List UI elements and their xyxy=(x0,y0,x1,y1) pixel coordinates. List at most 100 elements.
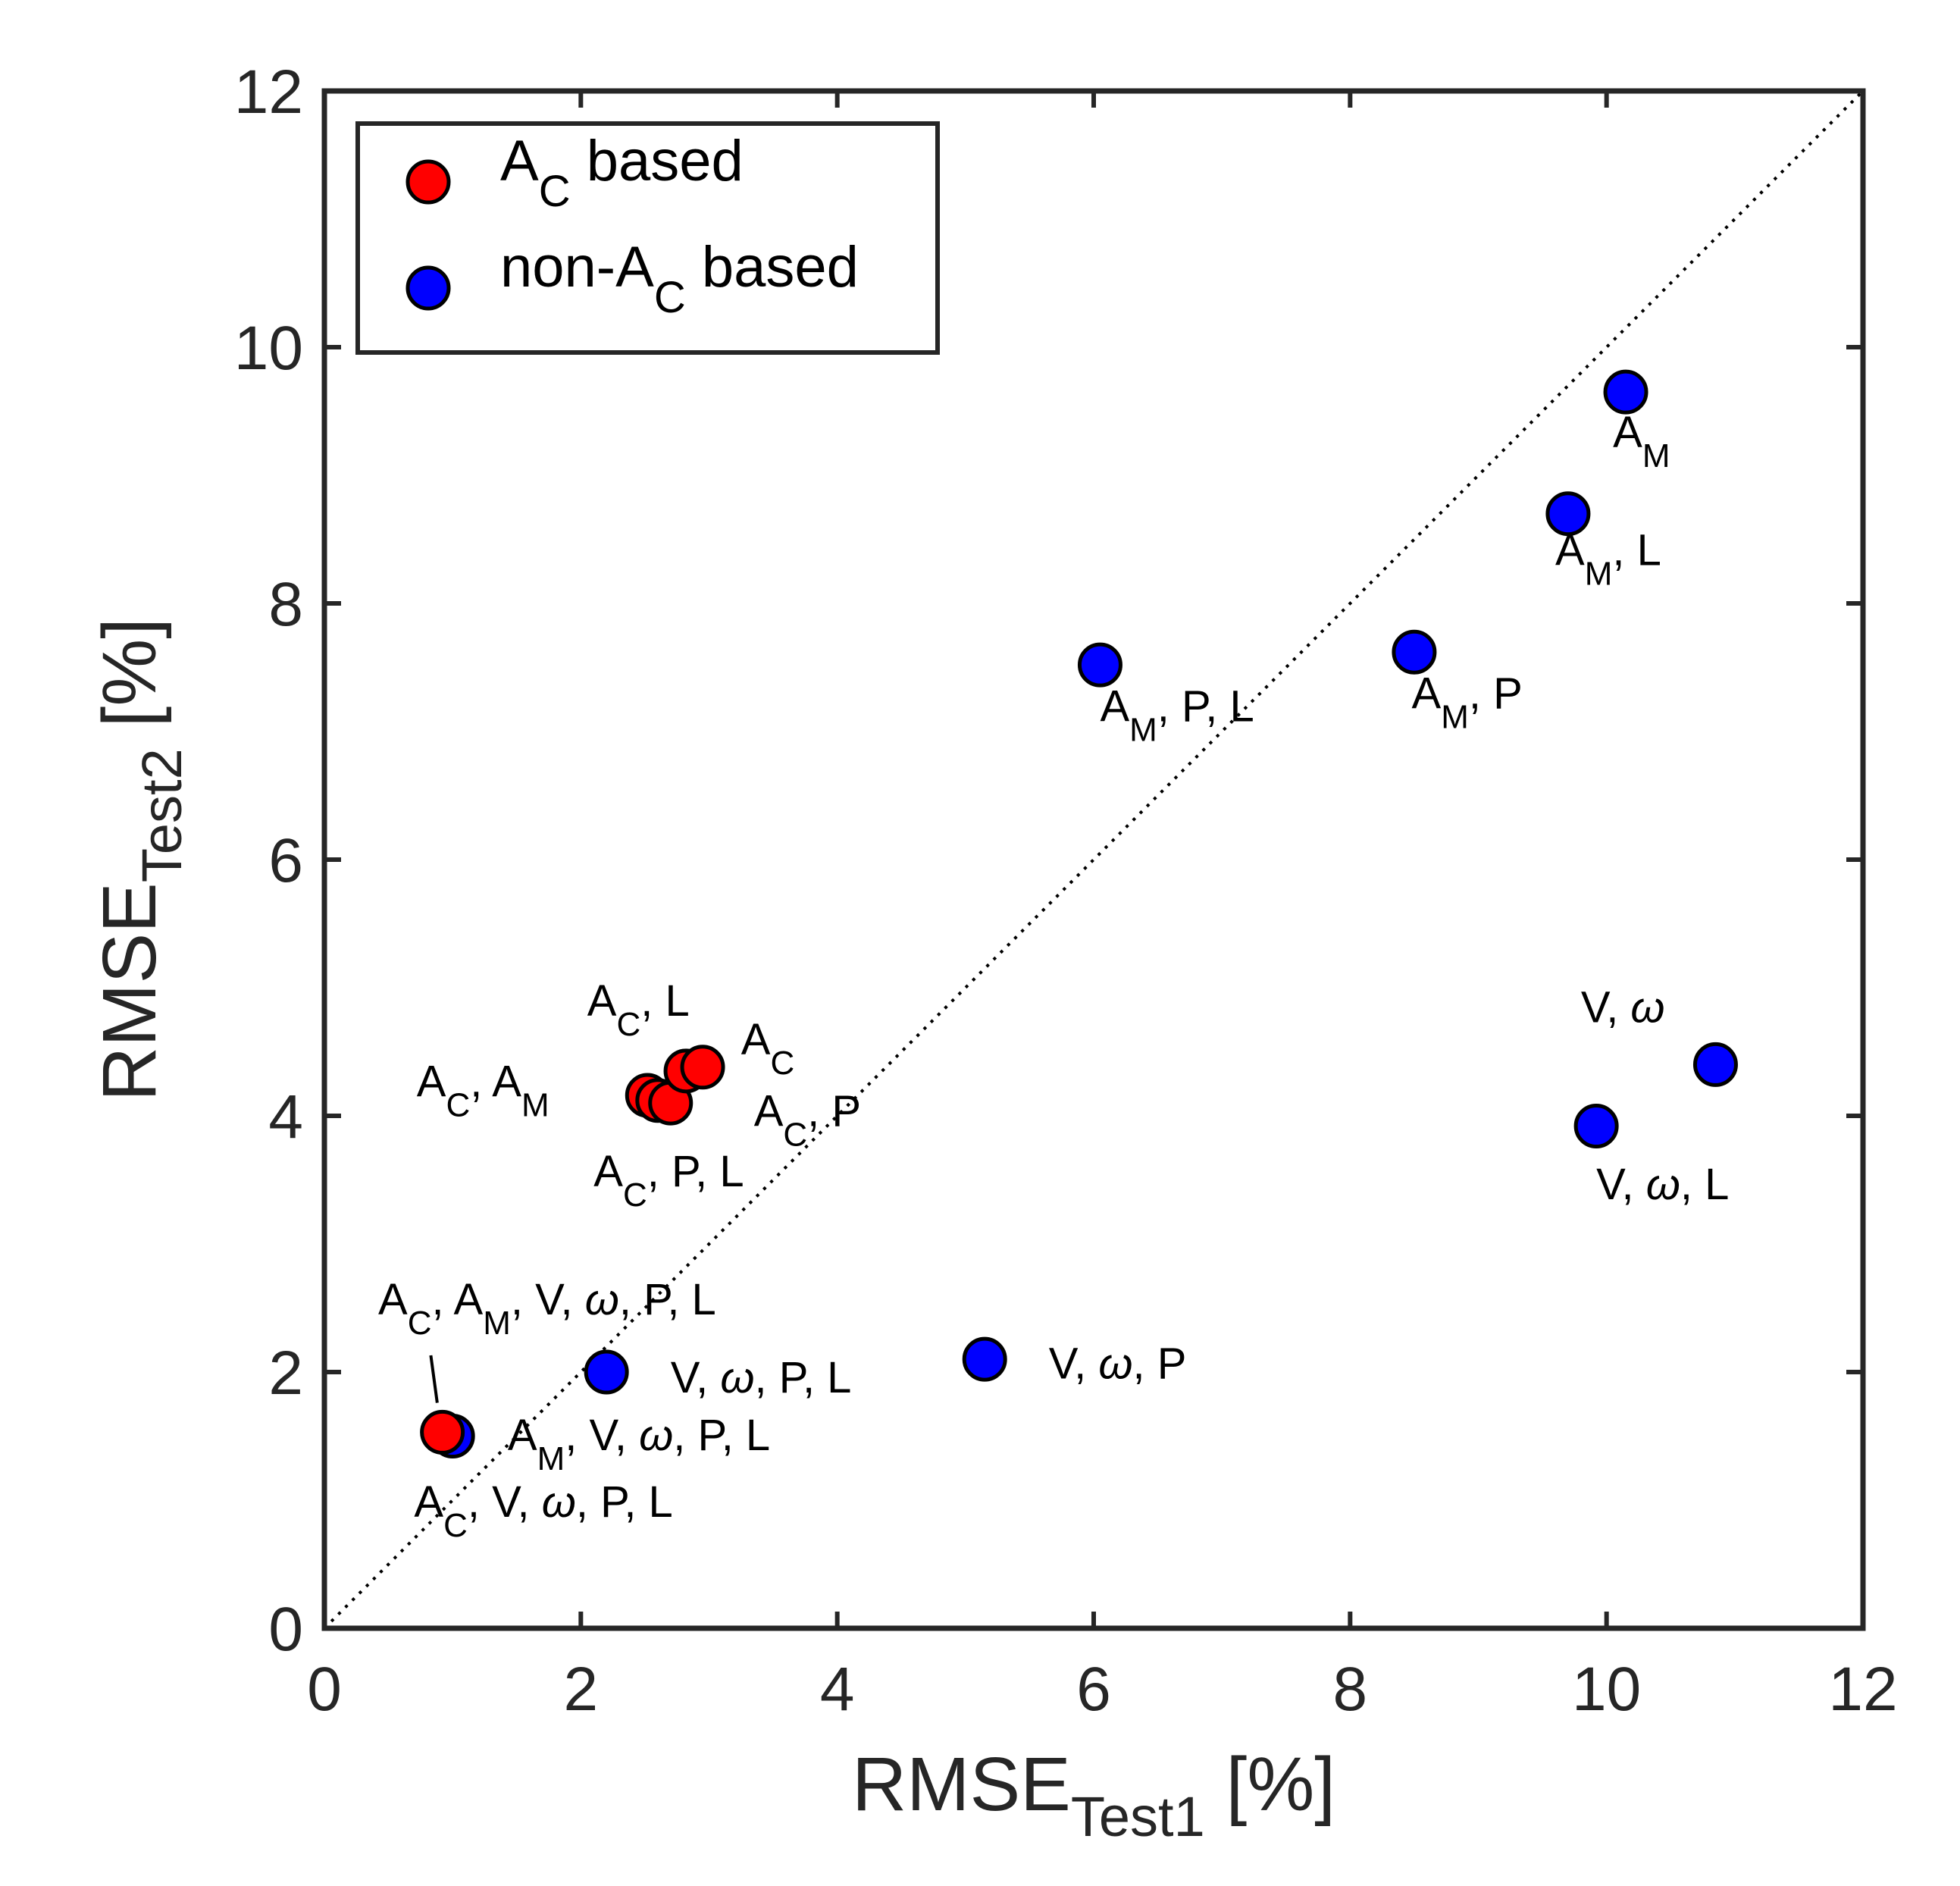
annotation-subscript: M xyxy=(1129,711,1157,748)
point-annotation: AC, AM, V, ω, P, L xyxy=(378,1275,716,1342)
y-tick-label: 6 xyxy=(268,826,303,895)
annotation-text: A xyxy=(417,1057,446,1107)
legend-marker-non-ac-based xyxy=(405,265,451,311)
point-annotation: AM, P, L xyxy=(1100,681,1254,748)
annotation-text: , A xyxy=(432,1275,484,1324)
annotation-subscript: C xyxy=(408,1305,432,1342)
non-ac-based-point xyxy=(1692,1042,1738,1087)
non-ac-based-point xyxy=(1573,1104,1619,1149)
annotation-text: V, xyxy=(1581,983,1631,1032)
x-tick-label: 0 xyxy=(307,1655,342,1724)
y-axis-title: RMSETest2 [%] xyxy=(87,618,193,1101)
x-tick-label: 8 xyxy=(1333,1655,1368,1724)
annotation-text: ω xyxy=(720,1353,754,1402)
annotation-text: ω xyxy=(639,1411,673,1460)
non-ac-based-point xyxy=(1603,369,1648,415)
annotation-subscript: C xyxy=(446,1087,470,1124)
point-annotation: AM, P xyxy=(1412,669,1523,736)
annotation-text: A xyxy=(1555,525,1585,575)
x-axis-title: RMSETest1 [%] xyxy=(852,1742,1335,1848)
ac-based-point xyxy=(680,1045,725,1090)
annotation-text: A xyxy=(500,129,539,193)
y-axis-title-suffix: [%] xyxy=(87,618,172,748)
annotation-text: , P, L xyxy=(755,1353,852,1402)
annotation-text: , P xyxy=(807,1087,861,1136)
plot-frame xyxy=(321,88,1866,1631)
point-annotation: AC, P xyxy=(754,1087,861,1154)
x-axis-title-suffix: [%] xyxy=(1205,1742,1335,1827)
y-axis-title-sub: Test2 xyxy=(130,748,193,882)
annotation-text: , V, xyxy=(511,1275,585,1324)
annotation-text: , P xyxy=(1469,669,1523,719)
annotation-text: V, xyxy=(1596,1160,1646,1209)
y-tick-label: 10 xyxy=(234,314,303,383)
annotation-text: , L xyxy=(1612,525,1661,575)
annotation-subscript: C xyxy=(616,1006,640,1043)
annotation-text: A xyxy=(378,1275,408,1324)
annotation-text: A xyxy=(741,1015,771,1064)
annotation-text: , P, L xyxy=(1157,681,1254,731)
data-points xyxy=(420,369,1738,1458)
non-ac-based-point xyxy=(1392,629,1437,675)
annotation-text: , P, L xyxy=(673,1411,770,1460)
point-annotation: AM xyxy=(1613,408,1670,475)
annotation-text: V, xyxy=(671,1353,721,1402)
annotation-subscript: M xyxy=(1585,555,1613,592)
annotation-subscript: M xyxy=(521,1087,549,1124)
point-annotation: AM, L xyxy=(1555,525,1661,592)
x-tick-label: 2 xyxy=(564,1655,599,1724)
x-axis-title-base: RMSE xyxy=(852,1742,1071,1827)
non-ac-based-point xyxy=(584,1349,629,1395)
non-ac-based-point xyxy=(1545,491,1591,537)
annotation-text: based xyxy=(571,129,744,193)
ac-based-point xyxy=(420,1409,465,1455)
annotation-text: , V, xyxy=(468,1477,542,1527)
annotation-text: non-A xyxy=(500,235,654,299)
tick-labels: 0 2 4 6 8 10 12 0 2 4 6 8 10 12 xyxy=(234,58,1898,1724)
annotation-text: , P, L xyxy=(576,1477,673,1527)
point-annotation: V, ω, L xyxy=(1596,1160,1729,1209)
annotation-subscript: M xyxy=(537,1440,565,1477)
annotation-subscript: C xyxy=(654,273,686,322)
point-annotation: AC, V, ω, P, L xyxy=(414,1477,672,1544)
annotation-text: A xyxy=(754,1087,784,1136)
annotation-text: ω xyxy=(1098,1339,1132,1388)
legend-marker-ac-based xyxy=(405,159,451,205)
annotation-text: A xyxy=(587,976,617,1026)
y-tick-label: 8 xyxy=(268,570,303,639)
point-annotation: AC, P, L xyxy=(593,1147,744,1214)
point-annotation: AC, AM xyxy=(417,1057,549,1124)
annotation-text: ω xyxy=(542,1477,576,1527)
point-annotation: V, ω, P, L xyxy=(671,1353,852,1402)
x-tick-label: 6 xyxy=(1076,1655,1111,1724)
legend-label-ac-based: AC based xyxy=(500,129,744,216)
point-annotation: AC, L xyxy=(587,976,690,1043)
annotation-text: , P, L xyxy=(619,1275,716,1324)
y-tick-label: 12 xyxy=(234,58,303,127)
y-tick-label: 0 xyxy=(268,1595,303,1664)
annotation-subscript: C xyxy=(623,1176,647,1214)
legend-label-non-ac-based: non-AC based xyxy=(500,235,859,322)
annotation-text: ω xyxy=(1646,1160,1680,1209)
leader-line xyxy=(429,1355,439,1403)
annotation-text: A xyxy=(1613,408,1642,457)
point-annotation: AC xyxy=(741,1015,794,1082)
annotation-subscript: C xyxy=(443,1507,468,1544)
point-annotation: V, ω xyxy=(1581,983,1665,1032)
annotation-text: ω xyxy=(585,1275,619,1324)
annotation-text: , P, L xyxy=(647,1147,744,1196)
y-axis-title-base: RMSE xyxy=(87,882,172,1101)
annotation-text: A xyxy=(1100,681,1129,731)
leader-lines xyxy=(429,1355,439,1403)
annotation-subscript: C xyxy=(770,1045,794,1082)
x-axis-title-sub: Test1 xyxy=(1071,1785,1205,1848)
annotation-text: V, xyxy=(1049,1339,1099,1388)
y-tick-label: 4 xyxy=(268,1082,303,1151)
annotation-text: ω xyxy=(1630,983,1664,1032)
annotation-text: A xyxy=(1412,669,1442,719)
annotation-text: A xyxy=(414,1477,443,1527)
annotation-text: , P xyxy=(1133,1339,1187,1388)
non-ac-based-point xyxy=(962,1336,1007,1382)
legend-box xyxy=(355,121,940,355)
